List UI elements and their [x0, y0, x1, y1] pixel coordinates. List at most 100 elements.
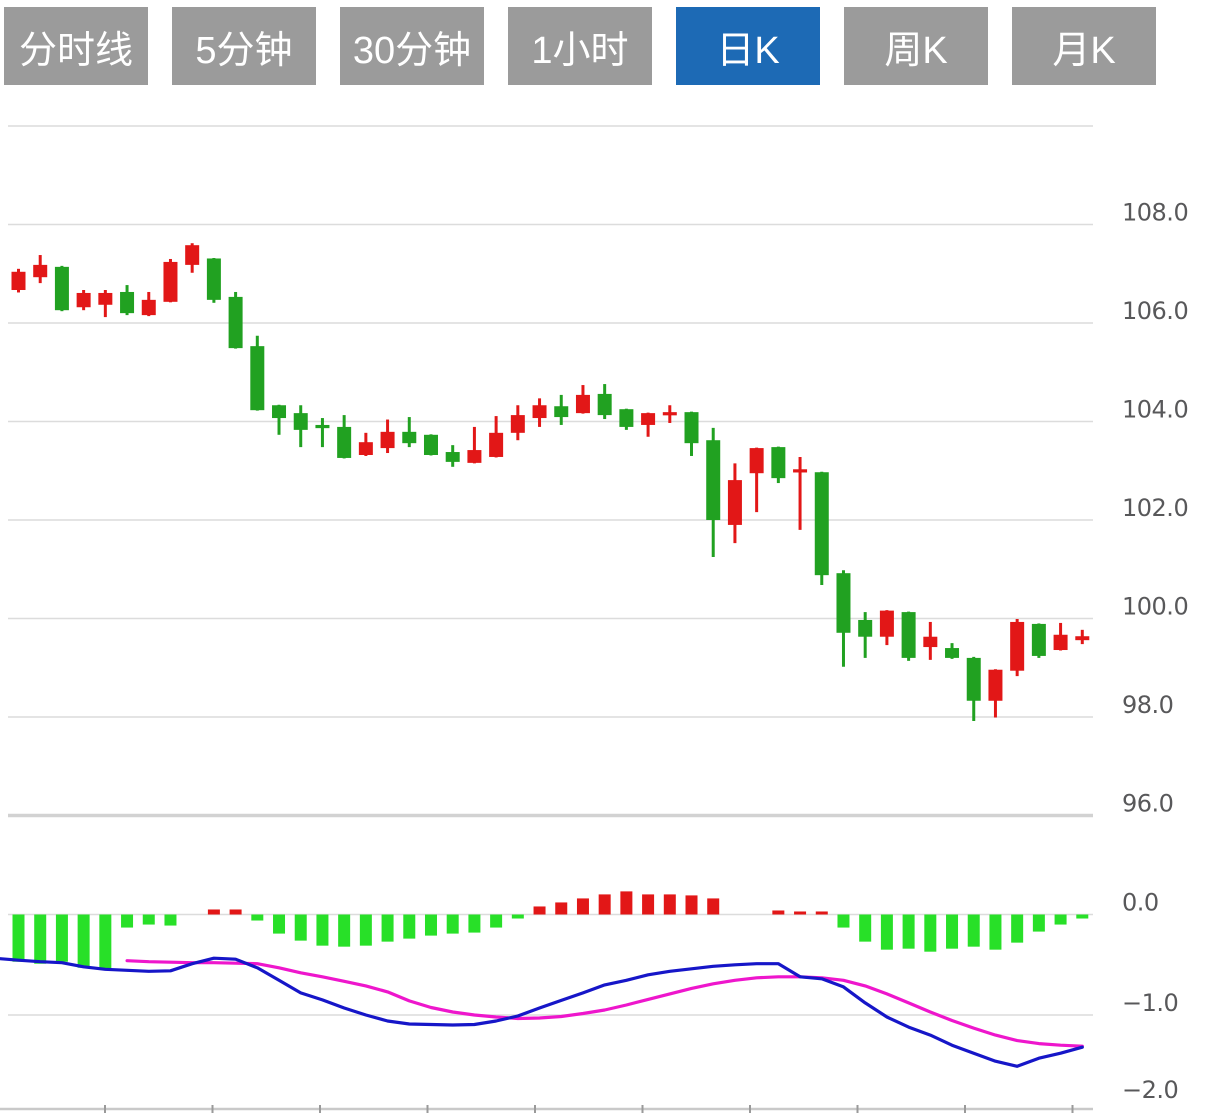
candle [98, 290, 113, 318]
candle-body [945, 648, 960, 658]
macd-bar-positive [815, 911, 828, 915]
macd-bar-positive [794, 911, 807, 915]
candle-body [923, 636, 938, 648]
macd-bar-negative [511, 914, 524, 919]
candle [206, 257, 221, 303]
macd-bar-negative [1032, 914, 1045, 932]
macd-bar-negative [273, 914, 286, 934]
candle-body [1053, 634, 1068, 651]
axis-tick-label: 0.0 [1122, 889, 1159, 917]
candle-body [54, 266, 69, 311]
macd-bar-positive [620, 891, 633, 915]
tab-30min[interactable]: 30分钟 [340, 7, 484, 85]
candle [315, 418, 330, 448]
candle-body [510, 415, 525, 433]
candle-body [98, 292, 113, 305]
tab-1hour[interactable]: 1小时 [508, 7, 652, 85]
candle-body [272, 405, 287, 419]
macd-bar-positive [576, 898, 589, 915]
candle [554, 394, 569, 425]
macd-bar-negative [381, 914, 394, 942]
macd-bar-positive [229, 909, 242, 915]
macd-bar-negative [1011, 914, 1024, 943]
tab-5min[interactable]: 5分钟 [172, 7, 316, 85]
macd-bar-negative [99, 914, 112, 970]
candle [1010, 618, 1025, 677]
candle [272, 404, 287, 435]
macd-bar-negative [1076, 914, 1089, 919]
candle [532, 398, 547, 427]
macd-bar-negative [880, 914, 893, 950]
candle-body [836, 573, 851, 633]
candle [727, 463, 742, 544]
candle [923, 621, 938, 660]
candle [402, 417, 417, 448]
candle-body [619, 409, 634, 427]
macd-bar-positive [685, 895, 698, 915]
candle-body [445, 452, 460, 462]
candle-body [988, 669, 1003, 701]
macd-bar-negative [468, 914, 481, 933]
candle-body [966, 657, 981, 701]
candle [662, 405, 677, 423]
macd-bar-negative [490, 914, 503, 928]
axis-tick-label: 104.0 [1122, 396, 1188, 424]
axis-tick-label: −1.0 [1122, 989, 1178, 1017]
candle-body [11, 271, 26, 291]
candle-body [402, 431, 417, 444]
macd-bar-negative [859, 914, 872, 942]
candle [33, 255, 48, 284]
candle [1075, 629, 1090, 645]
candle-body [879, 610, 894, 637]
macd-bar-negative [403, 914, 416, 939]
tab-daily-k[interactable]: 日K [676, 7, 820, 85]
axis-tick-label: 100.0 [1122, 593, 1188, 621]
x-axis [0, 1105, 1093, 1113]
candle [11, 268, 26, 293]
macd-bar-negative [34, 914, 47, 964]
candle-body [33, 264, 48, 278]
candle-body [814, 472, 829, 576]
dea-line [125, 959, 1084, 1048]
macd-bar-negative [837, 914, 850, 928]
candle-body [771, 447, 786, 479]
candle [510, 405, 525, 441]
macd-bar-negative [946, 914, 959, 949]
candle-body [467, 450, 482, 463]
candle-body [250, 346, 265, 411]
tab-timeshare[interactable]: 分时线 [4, 7, 148, 85]
dif-line [0, 956, 1084, 1068]
macd-bar-negative [338, 914, 351, 947]
candle [489, 416, 504, 458]
candle [641, 412, 656, 437]
macd-bar-positive [533, 906, 546, 915]
candle [814, 471, 829, 586]
candle-body [706, 440, 721, 520]
candle-body [554, 406, 569, 418]
candle [966, 656, 981, 721]
tab-weekly-k[interactable]: 周K [844, 7, 988, 85]
macd-bar-negative [121, 914, 134, 928]
macd-bar-negative [77, 914, 90, 968]
macd-bar-negative [924, 914, 937, 952]
tab-monthly-k[interactable]: 月K [1012, 7, 1156, 85]
axis-tick-label: 106.0 [1122, 297, 1188, 325]
candle [771, 446, 786, 484]
candle [380, 419, 395, 454]
candle-body [489, 432, 504, 457]
macd-bar-negative [902, 914, 915, 949]
candle [684, 411, 699, 456]
candle-body [206, 258, 221, 300]
candle-body [185, 245, 200, 265]
candle [706, 427, 721, 557]
macd-bar-negative [967, 914, 980, 947]
macd-bar-positive [207, 909, 220, 915]
candle [358, 432, 373, 456]
candle [793, 456, 808, 530]
candle [293, 405, 308, 448]
macd-bar-negative [164, 914, 177, 926]
macd-bar-negative [446, 914, 459, 934]
candle-body [76, 292, 91, 308]
candle [597, 384, 612, 420]
